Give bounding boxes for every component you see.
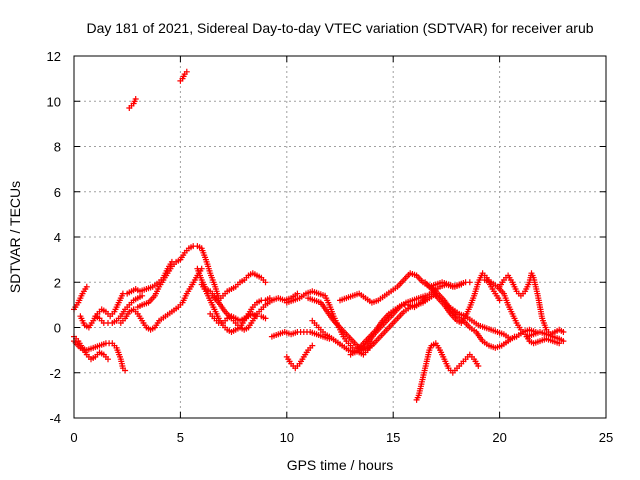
x-tick-label: 0 [70,430,77,445]
data-point [466,279,473,286]
plot-frame [73,55,607,419]
y-tick-label: -2 [49,366,61,381]
data-point [139,292,146,299]
data-point [262,315,269,322]
x-tick-label: 20 [492,430,506,445]
y-tick-label: 0 [54,321,61,336]
data-point [122,367,129,374]
y-tick-label: 6 [54,185,61,200]
x-axis-label: GPS time / hours [287,457,394,473]
data-point [309,342,316,349]
grid-lines [74,56,606,418]
x-tick-label: 25 [599,430,613,445]
data-point [83,283,90,290]
y-axis-label: SDTVAR / TECUs [7,181,23,293]
y-tick-label: 10 [47,94,61,109]
data-point [105,356,111,363]
y-tick-label: -4 [49,411,61,426]
data-point [560,329,567,335]
data-point [560,338,567,345]
data-points [71,68,567,403]
y-tick-label: 12 [47,49,61,64]
data-point [475,363,482,369]
x-tick-labels: 0 5 10 15 20 25 [70,430,613,445]
y-tick-label: 2 [54,275,61,290]
x-tick-label: 5 [177,430,184,445]
chart-title: Day 181 of 2021, Sidereal Day-to-day VTE… [86,20,593,36]
x-tick-label: 15 [386,430,400,445]
y-tick-label: 4 [54,230,61,245]
data-point [496,297,503,304]
data-point [294,290,301,297]
y-tick-label: 8 [54,140,61,155]
y-tick-labels: -4 -2 0 2 4 6 8 10 12 [47,49,61,426]
x-tick-label: 10 [280,430,294,445]
data-point [262,279,269,286]
data-point [183,68,190,75]
data-point [132,96,139,102]
